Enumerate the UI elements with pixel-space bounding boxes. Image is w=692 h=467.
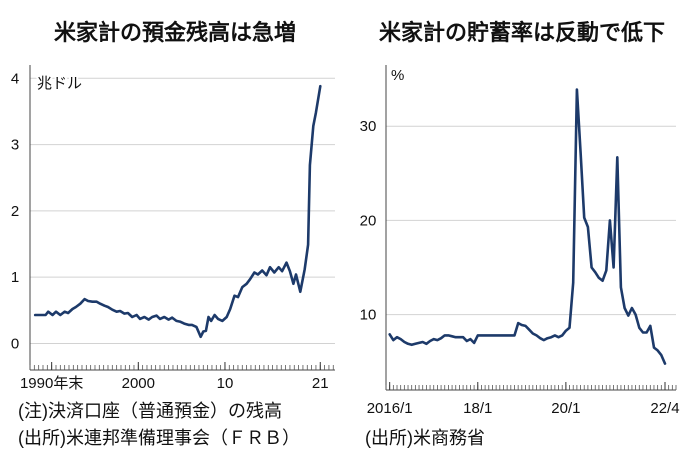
x-tick-label: 1990年末 xyxy=(20,375,83,392)
x-tick-label: 10 xyxy=(217,375,234,392)
x-tick-label: 20/1 xyxy=(551,400,580,417)
saving-rate-plot: 10 20 30 2016/1 18/1 20/1 22/4 xyxy=(360,65,680,417)
deposit-balance-line xyxy=(33,84,322,339)
y-tick-label: 4 xyxy=(11,70,19,87)
saving-rate-chart: 米家計の貯蓄率は反動で低下 10 20 30 2016/1 18/1 20/1 22/4 %… xyxy=(360,20,680,448)
deposit-balance-plot: 0 1 2 3 4 1990年末 2000 10 21 xyxy=(11,65,335,392)
x-tick-label: 2000 xyxy=(122,375,155,392)
y-tick-label: 3 xyxy=(11,137,19,154)
deposit-balance-chart: 米家計の預金残高は急増 0 1 2 3 4 1990年末 2000 10 21 兆ドル (注)決… xyxy=(11,20,335,448)
y-unit-label: % xyxy=(391,67,404,84)
y-tick-label: 2 xyxy=(11,203,19,220)
x-tick-label: 2016/1 xyxy=(367,400,413,417)
x-tick-label: 18/1 xyxy=(463,400,492,417)
x-tick-label: 21 xyxy=(312,375,329,392)
y-tick-label: 10 xyxy=(360,307,377,324)
y-tick-label: 0 xyxy=(11,335,19,352)
chart-title: 米家計の貯蓄率は反動で低下 xyxy=(379,20,665,45)
y-tick-label: 1 xyxy=(11,269,19,286)
y-tick-label: 30 xyxy=(360,118,377,135)
chart-note: (注)決済口座（普通預金）の残高 xyxy=(18,401,282,421)
y-tick-label: 20 xyxy=(360,212,377,229)
x-tick-label: 22/4 xyxy=(650,400,679,417)
saving-rate-line xyxy=(388,88,667,365)
chart-source: (出所)米商務省 xyxy=(365,428,485,448)
chart-title: 米家計の預金残高は急増 xyxy=(54,20,296,45)
chart-source: (出所)米連邦準備理事会（ＦＲＢ） xyxy=(18,428,300,448)
y-unit-label: 兆ドル xyxy=(37,75,82,92)
